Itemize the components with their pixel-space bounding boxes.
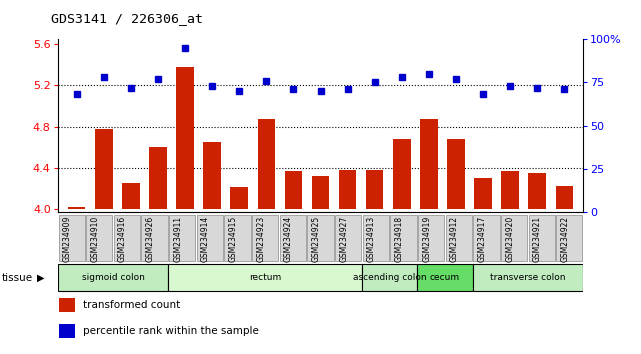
Bar <box>280 215 306 261</box>
Bar <box>285 171 302 209</box>
Bar <box>417 264 472 291</box>
Bar <box>447 139 465 209</box>
Bar <box>252 215 278 261</box>
Bar <box>258 120 275 209</box>
Bar <box>59 298 74 312</box>
Bar <box>59 324 74 338</box>
Bar <box>197 215 223 261</box>
Bar <box>308 215 333 261</box>
Bar <box>224 215 251 261</box>
Bar <box>312 176 329 209</box>
Bar <box>501 171 519 209</box>
Text: GSM234914: GSM234914 <box>201 216 210 262</box>
Text: GSM234922: GSM234922 <box>560 216 569 262</box>
Text: GSM234911: GSM234911 <box>173 216 182 262</box>
Bar <box>474 215 499 261</box>
Bar <box>169 264 362 291</box>
Text: cecum: cecum <box>430 273 460 282</box>
Bar <box>445 215 472 261</box>
Text: GSM234926: GSM234926 <box>146 216 154 262</box>
Text: GSM234917: GSM234917 <box>478 216 487 262</box>
Bar <box>176 67 194 209</box>
Bar <box>420 120 438 209</box>
Bar <box>501 215 527 261</box>
Bar <box>203 142 221 209</box>
Bar <box>418 215 444 261</box>
Text: GSM234909: GSM234909 <box>63 216 72 262</box>
Text: GSM234923: GSM234923 <box>256 216 265 262</box>
Text: rectum: rectum <box>249 273 281 282</box>
Bar <box>169 215 196 261</box>
Bar <box>362 264 417 291</box>
Text: GSM234919: GSM234919 <box>422 216 431 262</box>
Bar <box>142 215 167 261</box>
Bar <box>363 215 389 261</box>
Text: GSM234912: GSM234912 <box>450 216 459 262</box>
Bar <box>114 215 140 261</box>
Text: GSM234920: GSM234920 <box>505 216 514 262</box>
Text: GSM234915: GSM234915 <box>228 216 238 262</box>
Text: sigmoid colon: sigmoid colon <box>81 273 144 282</box>
Bar <box>529 215 555 261</box>
Text: ▶: ▶ <box>37 273 45 283</box>
Text: GSM234924: GSM234924 <box>284 216 293 262</box>
Text: transformed count: transformed count <box>83 300 180 310</box>
Text: transverse colon: transverse colon <box>490 273 566 282</box>
Bar <box>68 207 85 209</box>
Bar <box>528 173 546 209</box>
Text: GDS3141 / 226306_at: GDS3141 / 226306_at <box>51 12 203 25</box>
Text: GSM234918: GSM234918 <box>394 216 403 262</box>
Bar <box>556 185 573 209</box>
Bar <box>230 187 248 209</box>
Text: GSM234927: GSM234927 <box>339 216 348 262</box>
Text: GSM234910: GSM234910 <box>90 216 99 262</box>
Bar <box>366 170 383 209</box>
Text: GSM234913: GSM234913 <box>367 216 376 262</box>
Bar <box>335 215 361 261</box>
Text: GSM234916: GSM234916 <box>118 216 127 262</box>
Text: tissue: tissue <box>1 273 33 283</box>
Text: GSM234921: GSM234921 <box>533 216 542 262</box>
Bar <box>58 264 169 291</box>
Bar <box>339 170 356 209</box>
Bar <box>149 147 167 209</box>
Bar <box>86 215 112 261</box>
Bar <box>556 215 583 261</box>
Text: percentile rank within the sample: percentile rank within the sample <box>83 326 259 336</box>
Bar <box>58 215 85 261</box>
Text: GSM234925: GSM234925 <box>312 216 320 262</box>
Bar <box>474 178 492 209</box>
Bar <box>393 139 411 209</box>
Bar <box>390 215 417 261</box>
Text: ascending colon: ascending colon <box>353 273 426 282</box>
Bar <box>472 264 583 291</box>
Bar <box>95 129 113 209</box>
Bar <box>122 183 140 209</box>
